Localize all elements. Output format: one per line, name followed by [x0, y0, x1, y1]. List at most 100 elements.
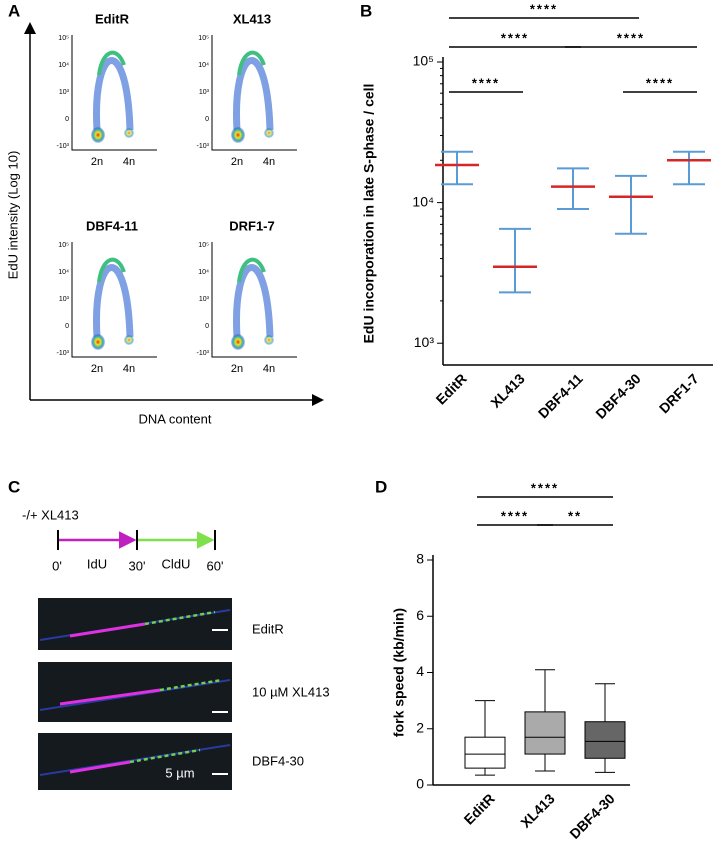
arch	[93, 264, 134, 338]
arch-core	[237, 50, 266, 76]
fiber	[129, 748, 201, 764]
y-tick-label: 10⁴	[58, 269, 69, 276]
y-axis-label: EdU incorporation in late S-phase / cell	[361, 84, 377, 344]
significance-label: ****	[530, 1, 558, 16]
y-tick-label: 10⁴	[198, 269, 209, 276]
x-tick-label: EditR	[433, 370, 470, 407]
x-tick-label: DRF1-7	[656, 370, 702, 416]
significance-label: ****	[501, 508, 529, 523]
pulse-label: IdU	[87, 556, 107, 571]
y-axis-label: fork speed (kb/min)	[391, 608, 407, 737]
g1-cluster	[91, 334, 105, 350]
y-tick-label: 10⁵	[413, 53, 434, 69]
x-tick-label: 4n	[123, 363, 135, 375]
y-tick-label: 10⁴	[58, 62, 69, 69]
panel-letter: C	[8, 477, 20, 496]
panel-letter: A	[8, 1, 20, 20]
fiber-image	[38, 733, 232, 790]
y-tick-label: -10³	[57, 143, 70, 150]
y-tick-label: 10⁵	[58, 35, 69, 42]
plot-axes	[71, 35, 157, 151]
scale-label: 5 µm	[165, 765, 194, 780]
x-axis-label: DNA content	[139, 411, 212, 426]
time-label: 30'	[129, 558, 146, 573]
g2-cluster	[264, 335, 274, 345]
plot-axes	[71, 242, 157, 358]
y-tick-label: 6	[416, 607, 424, 623]
time-label: 0'	[52, 558, 62, 573]
x-tick-label: DBF4-30	[566, 790, 618, 842]
image-label: 10 µM XL413	[252, 684, 330, 699]
significance-label: ****	[617, 30, 645, 45]
arch-core	[97, 257, 126, 283]
plot-title: DRF1-7	[229, 218, 275, 233]
fiber	[144, 610, 216, 626]
x-tick-label: EditR	[461, 790, 498, 827]
x-tick-label: 4n	[263, 363, 275, 375]
x-tick-label: 2n	[91, 156, 103, 168]
x-tick-label: XL413	[517, 790, 558, 831]
x-tick-label: 2n	[231, 156, 243, 168]
plot-title: XL413	[233, 11, 271, 26]
arch	[93, 57, 134, 131]
y-tick-label: 0	[65, 323, 69, 330]
y-tick-label: 0	[65, 116, 69, 123]
box	[464, 736, 506, 769]
significance-label: ****	[472, 75, 500, 90]
arch	[233, 264, 274, 338]
panel-letter: D	[375, 477, 387, 496]
y-tick-label: 10³	[199, 296, 210, 303]
y-tick-label: 10³	[59, 89, 70, 96]
y-tick-label: 8	[416, 551, 424, 567]
fiber	[69, 622, 146, 638]
box	[524, 711, 566, 755]
x-tick-label: DBF4-11	[535, 370, 586, 421]
x-tick-label: 4n	[123, 156, 135, 168]
plot-title: DBF4-11	[86, 218, 138, 233]
arch-core	[97, 50, 126, 76]
x-tick-label: 4n	[263, 156, 275, 168]
y-tick-label: -10³	[197, 350, 210, 357]
y-tick-label: 10⁵	[198, 242, 209, 249]
y-tick-label: 0	[416, 776, 424, 792]
y-tick-label: -10³	[57, 350, 70, 357]
y-tick-label: 0	[205, 116, 209, 123]
fiber-images: 5 µm	[38, 598, 232, 790]
image-label: DBF4-30	[252, 753, 304, 768]
y-tick-label: 10⁵	[58, 242, 69, 249]
g2-cluster	[124, 128, 134, 138]
fiber	[159, 678, 223, 692]
y-axis-label: EdU intensity (Log 10)	[5, 151, 20, 280]
fiber	[39, 744, 231, 776]
plot-axes	[211, 242, 297, 358]
y-tick-label: 10³	[199, 89, 210, 96]
pulse-label: CldU	[162, 556, 191, 571]
significance-label: **	[568, 508, 582, 523]
image-label: EditR	[252, 621, 284, 636]
y-tick-label: 10⁵	[198, 35, 209, 42]
arch-core	[237, 257, 266, 283]
significance-label: ****	[646, 75, 674, 90]
x-tick-label: 2n	[91, 363, 103, 375]
fiber	[59, 688, 161, 706]
y-tick-label: 10³	[59, 296, 70, 303]
plot-axes	[211, 35, 297, 151]
x-tick-label: XL413	[487, 370, 528, 411]
g1-cluster	[91, 127, 105, 143]
g2-cluster	[124, 335, 134, 345]
arch	[233, 57, 274, 131]
fiber	[69, 760, 131, 774]
significance-label: ****	[501, 30, 529, 45]
g1-cluster	[231, 127, 245, 143]
flow-plots: EditR 10⁵ 10⁴ 10³ 0 -10³ 2n 4n XL413 10⁵ 10⁴ 10³ 0 -1…	[57, 11, 297, 375]
time-label: 60'	[207, 558, 224, 573]
y-tick-label: -10³	[197, 143, 210, 150]
box	[584, 721, 626, 759]
treatment: -/+ XL413	[22, 507, 79, 522]
significance-label: ****	[531, 480, 559, 495]
y-tick-label: 0	[205, 323, 209, 330]
g2-cluster	[264, 128, 274, 138]
x-tick-label: 2n	[231, 363, 243, 375]
y-tick-label: 10⁴	[412, 193, 434, 209]
y-tick-label: 4	[416, 663, 424, 679]
